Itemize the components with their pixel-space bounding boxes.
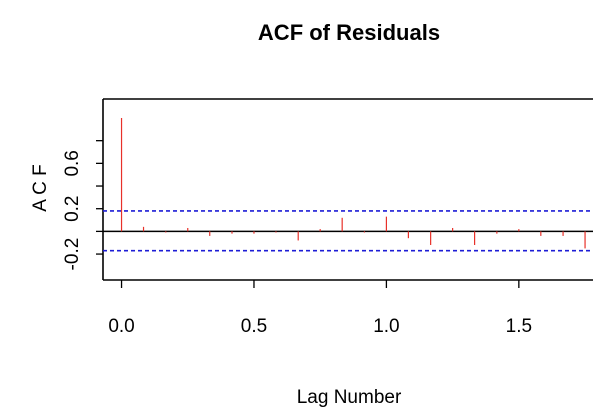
y-tick-label: 0.6 <box>62 150 83 176</box>
y-tick-label: -0.2 <box>62 238 83 271</box>
x-tick-label: 0.0 <box>108 316 134 337</box>
plot-area: -0.2 0.2 0.6 0.0 0.5 1.0 1.5 <box>62 98 593 337</box>
y-tick-label: 0.2 <box>62 195 83 221</box>
y-axis-label: A C F <box>30 164 51 212</box>
x-axis-label: Lag Number <box>297 387 402 408</box>
x-tick-label: 0.5 <box>241 316 267 337</box>
x-tick-label: 1.5 <box>506 316 532 337</box>
x-tick-label: 1.0 <box>373 316 399 337</box>
chart-title: ACF of Residuals <box>258 20 440 45</box>
